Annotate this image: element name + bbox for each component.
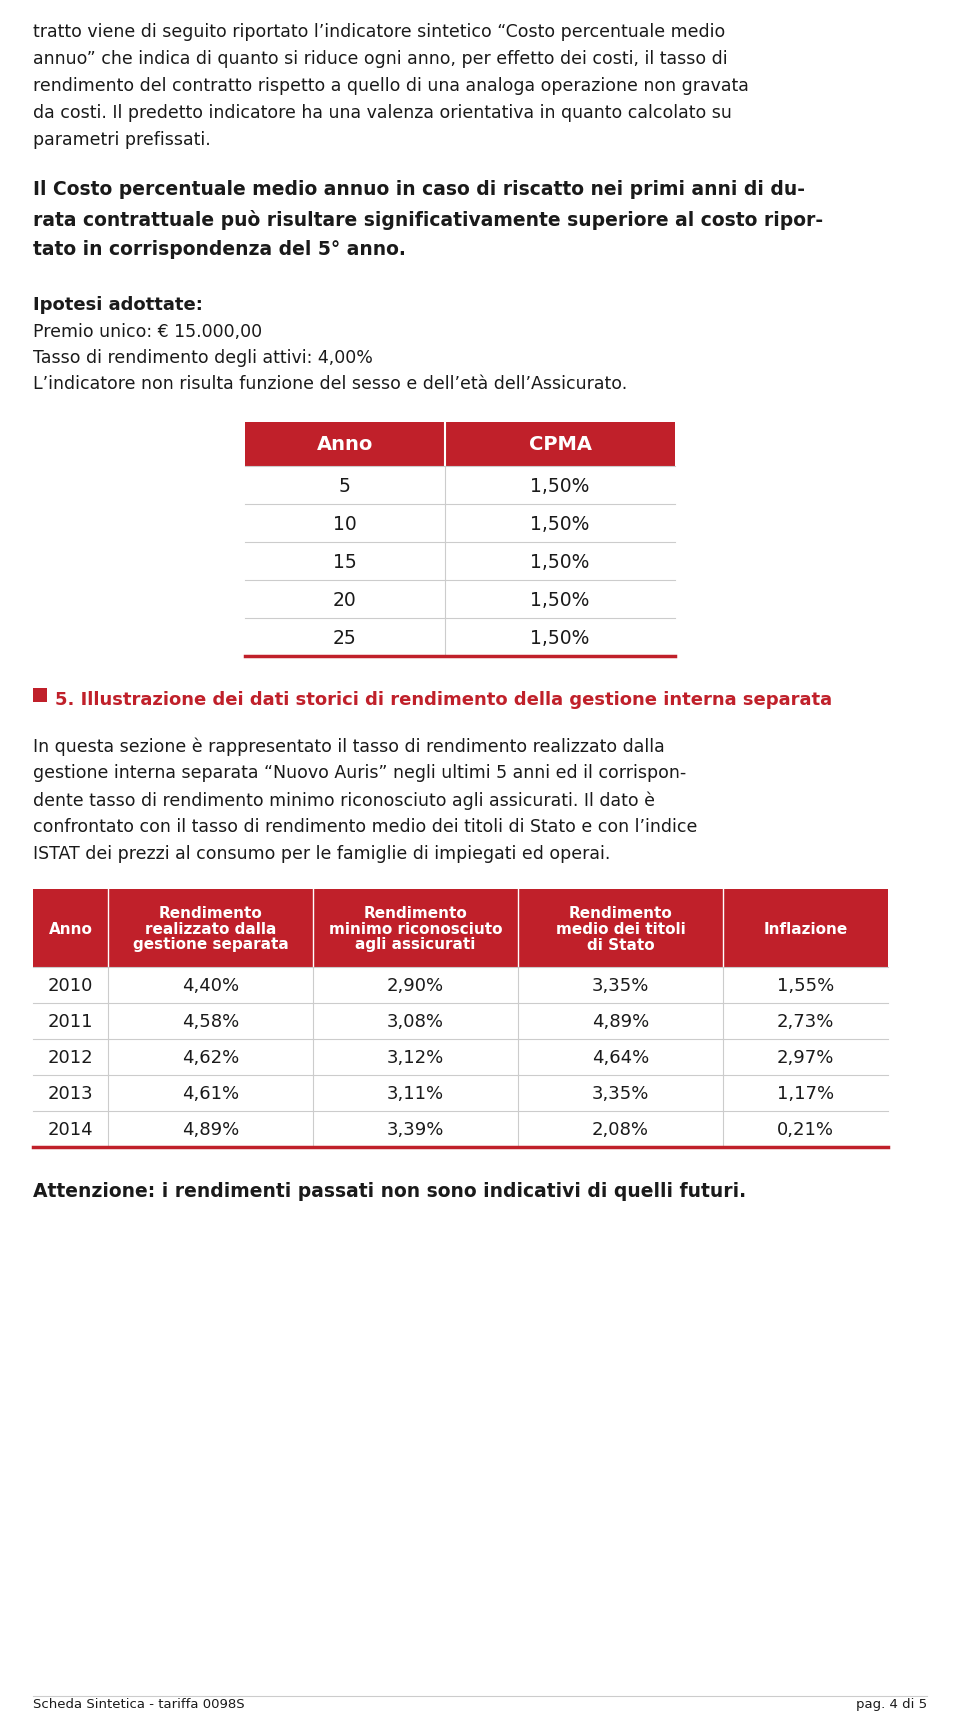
Text: ISTAT dei prezzi al consumo per le famiglie di impiegati ed operai.: ISTAT dei prezzi al consumo per le famig… — [33, 845, 611, 863]
Text: 3,39%: 3,39% — [387, 1121, 444, 1138]
Text: 2013: 2013 — [48, 1084, 93, 1102]
Text: agli assicurati: agli assicurati — [355, 937, 476, 953]
Text: tato in corrispondenza del 5° anno.: tato in corrispondenza del 5° anno. — [33, 239, 406, 258]
Text: 3,12%: 3,12% — [387, 1048, 444, 1067]
Text: 4,40%: 4,40% — [182, 977, 239, 994]
Text: Il Costo percentuale medio annuo in caso di riscatto nei primi anni di du-: Il Costo percentuale medio annuo in caso… — [33, 180, 805, 199]
Text: medio dei titoli: medio dei titoli — [556, 921, 685, 935]
Text: 1,50%: 1,50% — [530, 476, 589, 495]
Text: 1,50%: 1,50% — [530, 591, 589, 610]
Text: In questa sezione è rappresentato il tasso di rendimento realizzato dalla: In questa sezione è rappresentato il tas… — [33, 736, 664, 755]
Text: 2012: 2012 — [48, 1048, 93, 1067]
Text: Rendimento: Rendimento — [158, 906, 262, 920]
Text: 3,35%: 3,35% — [591, 977, 649, 994]
FancyBboxPatch shape — [33, 890, 888, 968]
Text: gestione separata: gestione separata — [132, 937, 288, 953]
Text: 4,61%: 4,61% — [182, 1084, 239, 1102]
Text: 1,55%: 1,55% — [777, 977, 834, 994]
FancyBboxPatch shape — [245, 423, 675, 466]
Text: Inflazione: Inflazione — [763, 921, 848, 935]
Text: minimo riconosciuto: minimo riconosciuto — [328, 921, 502, 935]
Text: Anno: Anno — [49, 921, 92, 935]
Text: 4,62%: 4,62% — [181, 1048, 239, 1067]
Text: Premio unico: € 15.000,00: Premio unico: € 15.000,00 — [33, 322, 262, 341]
Text: Tasso di rendimento degli attivi: 4,00%: Tasso di rendimento degli attivi: 4,00% — [33, 348, 372, 367]
FancyBboxPatch shape — [33, 689, 47, 703]
Text: 10: 10 — [333, 514, 357, 533]
Text: L’indicatore non risulta funzione del sesso e dell’età dell’Assicurato.: L’indicatore non risulta funzione del se… — [33, 374, 627, 393]
Text: 4,89%: 4,89% — [592, 1013, 649, 1031]
Text: 15: 15 — [333, 553, 357, 572]
Text: Anno: Anno — [317, 435, 373, 454]
Text: 2,97%: 2,97% — [777, 1048, 834, 1067]
Text: 1,17%: 1,17% — [777, 1084, 834, 1102]
Text: 2,73%: 2,73% — [777, 1013, 834, 1031]
Text: Rendimento: Rendimento — [568, 906, 672, 920]
Text: 20: 20 — [333, 591, 357, 610]
Text: gestione interna separata “Nuovo Auris” negli ultimi 5 anni ed il corrispon-: gestione interna separata “Nuovo Auris” … — [33, 764, 686, 781]
Text: di Stato: di Stato — [587, 937, 655, 953]
Text: Ipotesi adottate:: Ipotesi adottate: — [33, 296, 203, 313]
Text: Scheda Sintetica - tariffa 0098S: Scheda Sintetica - tariffa 0098S — [33, 1697, 245, 1709]
Text: 1,50%: 1,50% — [530, 629, 589, 648]
Text: Rendimento: Rendimento — [364, 906, 468, 920]
Text: rendimento del contratto rispetto a quello di una analoga operazione non gravata: rendimento del contratto rispetto a quel… — [33, 76, 749, 95]
Text: 2,08%: 2,08% — [592, 1121, 649, 1138]
Text: da costi. Il predetto indicatore ha una valenza orientativa in quanto calcolato : da costi. Il predetto indicatore ha una … — [33, 104, 732, 121]
Text: 2011: 2011 — [48, 1013, 93, 1031]
Text: 3,11%: 3,11% — [387, 1084, 444, 1102]
Text: 4,64%: 4,64% — [592, 1048, 649, 1067]
Text: 5. Illustrazione dei dati storici di rendimento della gestione interna separata: 5. Illustrazione dei dati storici di ren… — [55, 691, 832, 708]
Text: 25: 25 — [333, 629, 357, 648]
Text: 4,58%: 4,58% — [181, 1013, 239, 1031]
Text: parametri prefissati.: parametri prefissati. — [33, 132, 211, 149]
Text: rata contrattuale può risultare significativamente superiore al costo ripor-: rata contrattuale può risultare signific… — [33, 210, 823, 230]
Text: pag. 4 di 5: pag. 4 di 5 — [856, 1697, 927, 1709]
Text: 0,21%: 0,21% — [777, 1121, 834, 1138]
Text: 3,35%: 3,35% — [591, 1084, 649, 1102]
Text: 2,90%: 2,90% — [387, 977, 444, 994]
Text: confrontato con il tasso di rendimento medio dei titoli di Stato e con l’indice: confrontato con il tasso di rendimento m… — [33, 818, 697, 835]
Text: 2014: 2014 — [48, 1121, 93, 1138]
Text: 1,50%: 1,50% — [530, 553, 589, 572]
Text: tratto viene di seguito riportato l’indicatore sintetico “Costo percentuale medi: tratto viene di seguito riportato l’indi… — [33, 23, 725, 42]
Text: dente tasso di rendimento minimo riconosciuto agli assicurati. Il dato è: dente tasso di rendimento minimo riconos… — [33, 790, 655, 809]
Text: 3,08%: 3,08% — [387, 1013, 444, 1031]
Text: 5: 5 — [339, 476, 351, 495]
Text: 2010: 2010 — [48, 977, 93, 994]
Text: 1,50%: 1,50% — [530, 514, 589, 533]
Text: 4,89%: 4,89% — [181, 1121, 239, 1138]
Text: annuo” che indica di quanto si riduce ogni anno, per effetto dei costi, il tasso: annuo” che indica di quanto si riduce og… — [33, 50, 728, 68]
Text: CPMA: CPMA — [529, 435, 591, 454]
Text: Attenzione: i rendimenti passati non sono indicativi di quelli futuri.: Attenzione: i rendimenti passati non son… — [33, 1181, 746, 1200]
Text: realizzato dalla: realizzato dalla — [145, 921, 276, 935]
